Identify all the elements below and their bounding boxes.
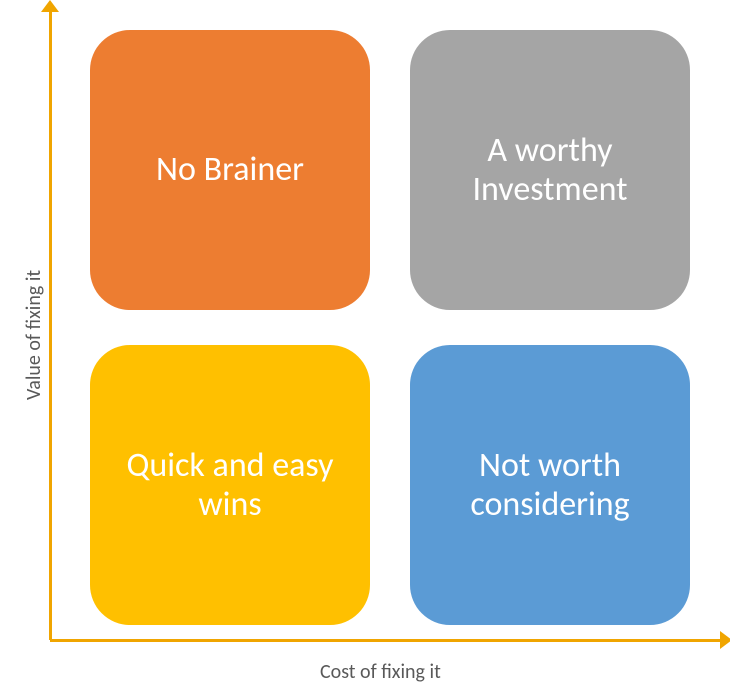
quadrant-no-brainer: No Brainer [90, 30, 370, 310]
quadrant-quick-easy-wins: Quick and easy wins [90, 345, 370, 625]
y-axis-label: Value of fixing it [22, 270, 46, 400]
x-axis-arrowhead [720, 631, 730, 649]
quadrant-label: No Brainer [156, 150, 304, 189]
x-axis-line [50, 639, 720, 642]
quadrant-worthy-investment: A worthy Investment [410, 30, 690, 310]
y-axis-line [49, 12, 52, 640]
x-axis-label: Cost of fixing it [320, 660, 441, 684]
quadrant-label: Not worth considering [420, 446, 680, 524]
quadrant-not-worth-considering: Not worth considering [410, 345, 690, 625]
quadrant-label: A worthy Investment [420, 131, 680, 209]
y-axis-arrowhead [41, 0, 59, 12]
quadrant-label: Quick and easy wins [100, 446, 360, 524]
